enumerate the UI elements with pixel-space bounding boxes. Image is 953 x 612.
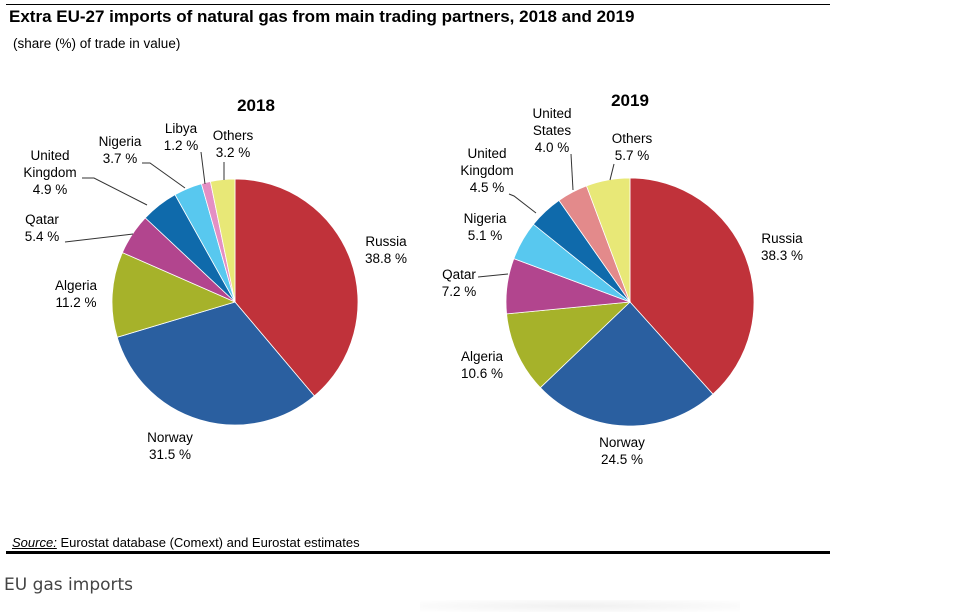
slice-russia-2018 [234, 178, 359, 397]
slice-label-nigeria-2019: Nigeria 5.1 % [464, 211, 507, 243]
leader-line-united-states-2019 [570, 153, 574, 191]
pie-2018: 2018 Russia 38.8 % Norway 31.5 % Algeria 11.2 … [23, 96, 407, 462]
slice-label-others-2018: Others 3.2 % [213, 128, 254, 160]
slice-label-norway-2018: Norway 31.5 % [147, 430, 193, 462]
slice-label-russia-2019: Russia 38.3 % [761, 231, 803, 263]
top-rule [6, 4, 830, 5]
slice-others-2018 [209, 178, 236, 303]
leader-line-qatar-2018 [64, 233, 134, 243]
leader-line-united-kingdom-2018 [82, 177, 148, 206]
leader-line-qatar-2019 [477, 273, 509, 278]
leader-line-libya-2018 [200, 151, 206, 185]
image-caption: EU gas imports [4, 575, 134, 595]
slice-label-united-kingdom-2018: United Kingdom 4.9 % [23, 148, 76, 197]
slice-label-norway-2019: Norway 24.5 % [599, 435, 645, 467]
leader-line-united-kingdom-2019 [508, 193, 537, 214]
slice-label-algeria-2018: Algeria 11.2 % [55, 278, 98, 310]
slice-norway-2018 [116, 301, 315, 426]
source-label: Source: [12, 535, 57, 550]
slice-label-nigeria-2018: Nigeria 3.7 % [99, 134, 142, 166]
chart-subtitle: (share (%) of trade in value) [13, 36, 181, 51]
decorative-shadow [420, 600, 740, 612]
slice-label-algeria-2019: Algeria 10.6 % [461, 349, 504, 381]
slice-label-qatar-2019: Qatar 7.2 % [442, 267, 477, 299]
source-text: Eurostat database (Comext) and Eurostat … [60, 535, 360, 550]
leader-line-others-2019 [609, 163, 615, 181]
slice-russia-2019 [629, 177, 755, 395]
slice-algeria-2019 [506, 301, 632, 389]
slice-label-russia-2018: Russia 38.8 % [365, 234, 407, 266]
bottom-rule [6, 551, 830, 554]
chart-title: Extra EU-27 imports of natural gas from … [9, 7, 635, 26]
leader-line-nigeria-2018 [142, 162, 186, 189]
pie-title-2018: 2018 [237, 96, 275, 115]
slice-norway-2019 [539, 301, 714, 427]
slice-label-qatar-2018: Qatar 5.4 % [25, 212, 60, 244]
source-note: Source: Eurostat database (Comext) and E… [12, 535, 360, 550]
slice-label-united-states-2019: United States 4.0 % [532, 106, 571, 155]
slice-algeria-2018 [111, 252, 237, 338]
pie-2019: 2019 Russia 38.3 % Norway 24.5 % Algeria 10.6 … [442, 91, 803, 467]
slice-label-united-kingdom-2019: United Kingdom 4.5 % [460, 146, 513, 195]
slice-others-2019 [585, 177, 631, 303]
pie-title-2019: 2019 [611, 91, 649, 110]
slice-label-others-2019: Others 5.7 % [612, 131, 653, 163]
slice-label-libya-2018: Libya 1.2 % [164, 121, 199, 153]
